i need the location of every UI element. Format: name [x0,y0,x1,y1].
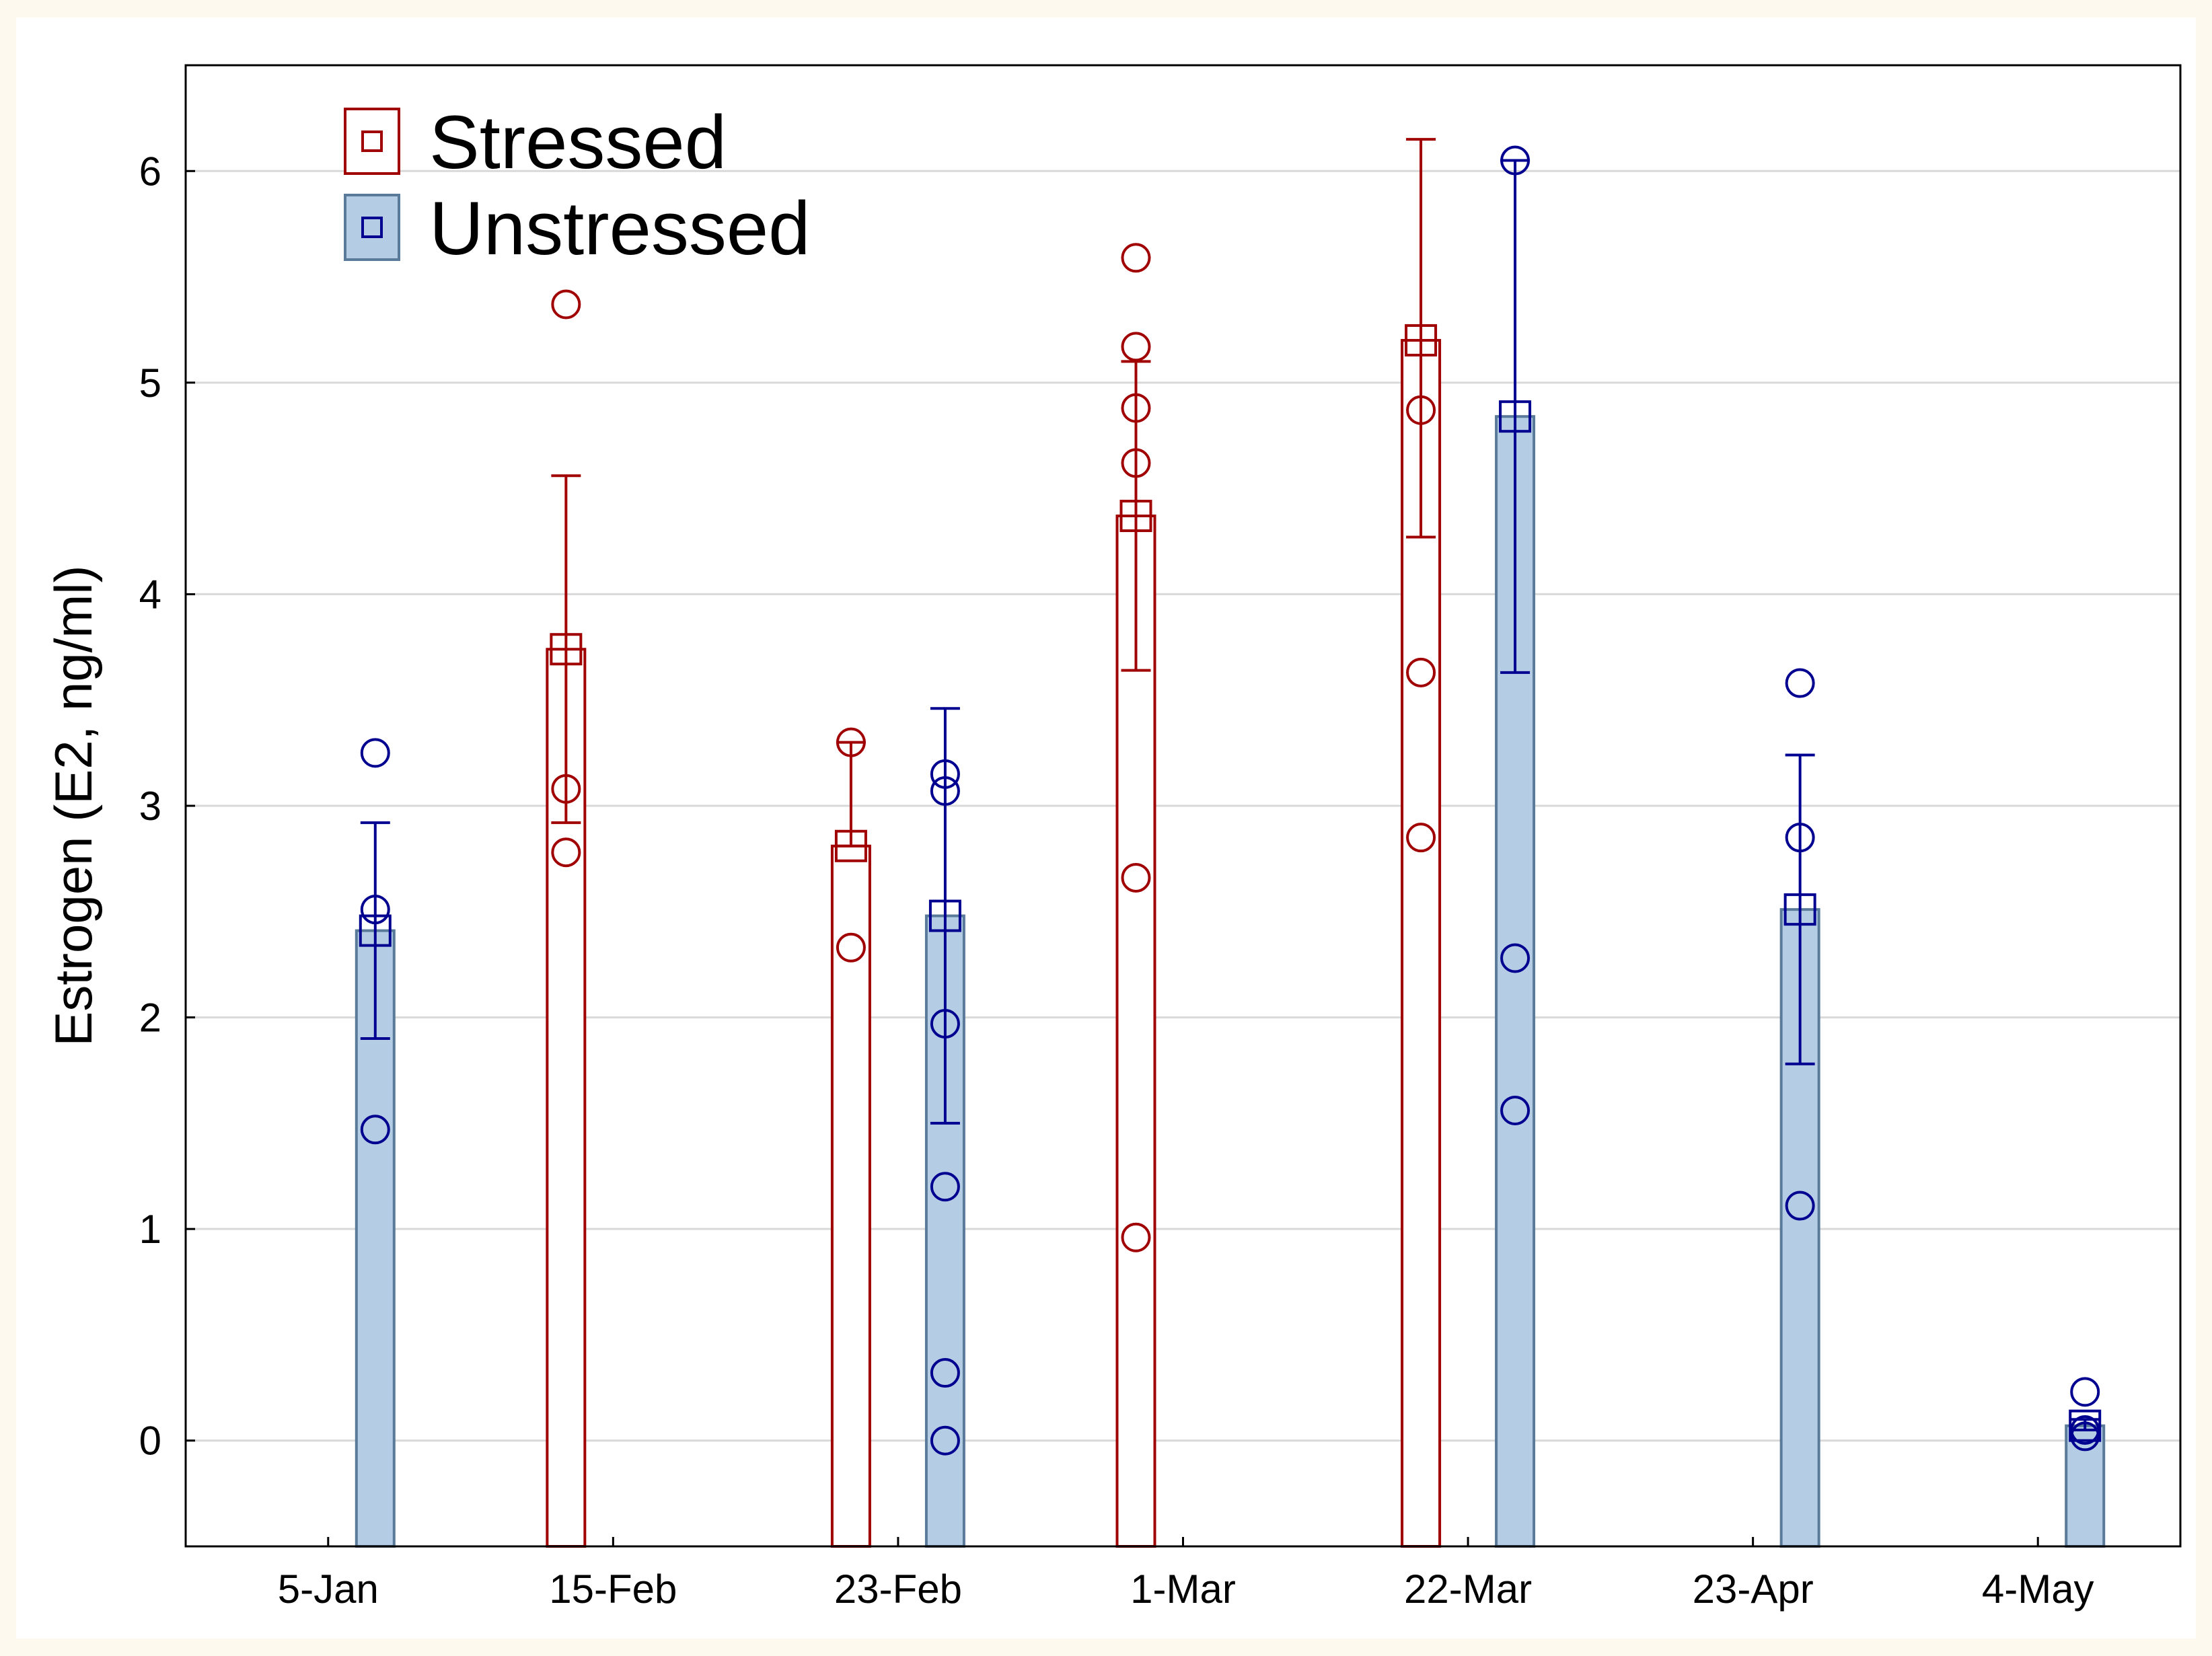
point-stressed-15-feb-0 [551,289,581,319]
point-unstressed-4-may-1 [2070,1415,2100,1445]
point-unstressed-23-apr-1 [1785,823,1815,853]
mean-marker-stressed-22-mar [1405,324,1438,356]
legend-label-unstressed: Unstressed [429,186,810,270]
point-stressed-22-mar-2 [1406,823,1436,853]
y-tick-label: 0 [139,1419,161,1464]
point-stressed-23-feb-0 [836,727,866,757]
legend: Stressed Unstressed [344,100,810,270]
point-unstressed-23-feb-1 [930,776,960,806]
point-unstressed-5-jan-0 [360,738,390,768]
point-unstressed-5-jan-2 [360,1115,390,1145]
bar-stressed-22-mar [1401,338,1442,1548]
point-stressed-22-mar-0 [1406,395,1436,425]
mean-marker-unstressed-5-jan [359,914,392,947]
point-stressed-1-mar-4 [1121,862,1151,893]
y-axis-title: Estrogen (E2, ng/ml) [44,565,103,1046]
mean-marker-stressed-15-feb [550,633,583,666]
gridlines [186,170,2180,1442]
point-stressed-1-mar-2 [1121,393,1151,423]
x-axis-ticks: 5-Jan 15-Feb 23-Feb 1-Mar 22-Mar 23-Apr 4-May [278,1537,2094,1612]
mean-marker-unstressed-23-feb [928,899,961,932]
point-unstressed-23-apr-2 [1785,1191,1815,1221]
point-unstressed-5-jan-1 [360,895,390,925]
point-stressed-23-feb-1 [836,932,866,963]
mean-marker-stressed-1-mar [1119,500,1152,533]
legend-swatch-unstressed [344,194,400,261]
y-tick-label: 6 [139,149,161,194]
x-tick-label: 15-Feb [549,1567,677,1612]
legend-marker-unstressed [361,217,383,238]
y-tick-label: 3 [139,784,161,829]
y-tick-label: 2 [139,995,161,1041]
bar-unstressed-4-may [2065,1424,2106,1548]
point-stressed-15-feb-1 [551,774,581,804]
point-unstressed-23-feb-2 [930,1009,960,1039]
x-tick-label: 5-Jan [278,1567,379,1612]
y-tick-label: 1 [139,1207,161,1252]
y-tick-label: 4 [139,572,161,617]
point-unstressed-23-feb-4 [930,1358,960,1388]
point-stressed-15-feb-2 [551,837,581,868]
point-unstressed-23-feb-3 [930,1172,960,1202]
point-stressed-1-mar-1 [1121,332,1151,362]
point-unstressed-23-apr-0 [1785,668,1815,698]
data-points [359,145,2102,1456]
chart-panel [16,17,2196,1639]
point-stressed-22-mar-1 [1406,657,1436,687]
mean-marker-unstressed-4-may [2069,1409,2102,1442]
x-tick-label: 4-May [1982,1567,2094,1612]
y-tick-label: 5 [139,361,161,406]
x-tick-label: 1-Mar [1130,1567,1236,1612]
point-unstressed-22-mar-1 [1500,943,1531,973]
mean-marker-unstressed-22-mar [1499,400,1532,433]
point-unstressed-22-mar-2 [1500,1095,1531,1125]
point-unstressed-4-may-2 [2070,1421,2100,1452]
x-tick-label: 22-Mar [1404,1567,1532,1612]
y-axis-ticks: 0 1 2 3 4 5 6 [139,149,195,1464]
legend-marker-stressed [361,130,383,152]
point-unstressed-23-feb-5 [930,1425,960,1456]
mean-marker-stressed-23-feb [834,829,867,862]
x-tick-label: 23-Feb [834,1567,962,1612]
mean-marker-unstressed-23-apr [1783,893,1816,926]
point-stressed-1-mar-5 [1121,1222,1151,1252]
point-unstressed-23-feb-0 [930,759,960,789]
x-tick-label: 23-Apr [1693,1567,1814,1612]
point-unstressed-4-may-0 [2070,1377,2100,1407]
point-unstressed-22-mar-0 [1500,145,1531,176]
legend-swatch-stressed [344,108,400,175]
point-stressed-1-mar-0 [1121,243,1151,273]
legend-label-stressed: Stressed [429,100,727,184]
point-stressed-1-mar-3 [1121,448,1151,478]
